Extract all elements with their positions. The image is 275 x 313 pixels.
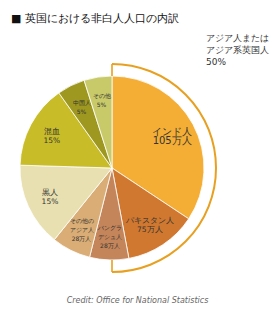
svg-text:その他: その他 <box>93 92 111 100</box>
svg-text:デシュ人: デシュ人 <box>98 233 122 240</box>
svg-text:混血: 混血 <box>44 127 60 136</box>
svg-text:105万人: 105万人 <box>153 135 192 146</box>
svg-text:15%: 15% <box>43 136 60 145</box>
svg-text:28万人: 28万人 <box>100 242 120 249</box>
svg-text:アジア系英国人: アジア系英国人 <box>206 45 269 55</box>
svg-text:インド人: インド人 <box>152 125 193 137</box>
svg-text:75万人: 75万人 <box>137 225 163 234</box>
svg-text:50%: 50% <box>206 57 226 67</box>
svg-text:黒人: 黒人 <box>42 188 58 197</box>
svg-text:バングラ: バングラ <box>97 224 122 231</box>
svg-text:パキスタン人: パキスタン人 <box>125 216 174 225</box>
svg-text:Credit: Office for National St: Credit: Office for National Statistics <box>67 296 209 305</box>
svg-text:15%: 15% <box>42 197 59 206</box>
svg-text:5%: 5% <box>77 108 87 115</box>
svg-text:アジア人または: アジア人または <box>206 33 269 43</box>
svg-text:28万人: 28万人 <box>72 235 92 242</box>
svg-text:中国人: 中国人 <box>73 99 91 106</box>
svg-text:アジア人: アジア人 <box>70 226 94 233</box>
svg-text:■ 英国における非白人人口の内訳: ■ 英国における非白人人口の内訳 <box>11 12 179 25</box>
svg-text:その他の: その他の <box>70 217 94 225</box>
svg-text:5%: 5% <box>97 101 107 108</box>
